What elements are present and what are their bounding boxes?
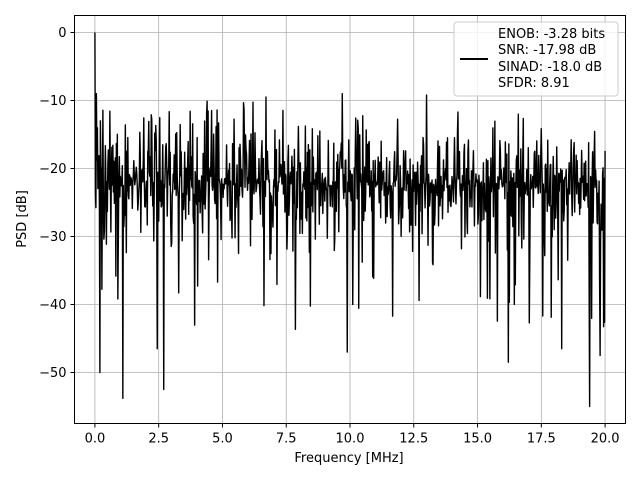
tick-layer: 0.0 2.5 5.0 7.5 10.0 12.5 15.0 17.5 20.0 0 −10 −20 −… [39,26,620,447]
x-tick-label: 7.5 [276,432,297,447]
x-tick-label: 15.0 [463,432,492,447]
legend-line-sinad: SINAD: -18.0 dB [498,60,602,75]
x-tick-label: 12.5 [399,432,428,447]
legend-box [453,21,619,97]
y-tick-label: 0 [58,26,66,41]
x-tick-label: 0.0 [85,432,106,447]
series-layer [94,32,606,408]
y-tick-label: −10 [39,94,66,109]
x-tick-label: 17.5 [527,432,556,447]
x-tick-label: 5.0 [212,432,233,447]
legend: ENOB: -3.28 bits SNR: -17.98 dB SINAD: -… [453,21,619,97]
y-tick-label: −30 [39,230,66,245]
legend-line-snr: SNR: -17.98 dB [498,43,596,58]
x-tick-label: 20.0 [591,432,620,447]
x-tick-label: 10.0 [336,432,365,447]
x-axis-label: Frequency [MHz] [294,451,403,466]
y-tick-label: −40 [39,298,66,313]
legend-line-enob: ENOB: -3.28 bits [498,27,605,42]
psd-series-line [94,32,606,408]
x-tick-label: 2.5 [148,432,169,447]
y-axis-label: PSD [dB] [15,190,30,248]
y-tick-label: −50 [39,366,66,381]
y-tick-label: −20 [39,162,66,177]
legend-line-sfdr: SFDR: 8.91 [498,76,570,91]
